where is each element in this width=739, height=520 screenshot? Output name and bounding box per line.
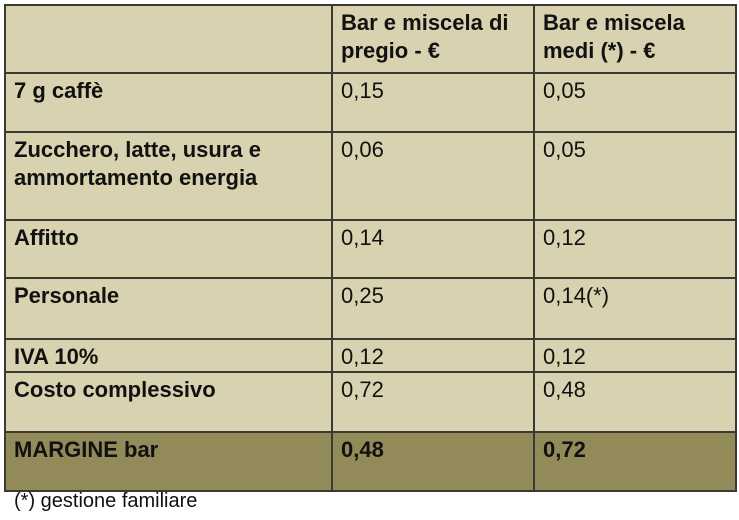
value-cell: 0,48	[533, 371, 737, 433]
header-cell: Bar e miscela di pregio - €	[331, 4, 535, 74]
value-cell: 0,14	[331, 219, 535, 279]
table-row: 7 g caffè 0,15 0,05	[4, 72, 737, 133]
table-row: Costo complessivo 0,72 0,48	[4, 371, 737, 433]
value-cell: 0,05	[533, 131, 737, 221]
header-row: Bar e miscela di pregio - € Bar e miscel…	[4, 4, 737, 74]
value-cell: 0,48	[331, 431, 535, 492]
value-cell: 0,06	[331, 131, 535, 221]
value-cell: 0,12	[533, 219, 737, 279]
value-cell: 0,14(*)	[533, 277, 737, 340]
table-row: Personale 0,25 0,14(*)	[4, 277, 737, 340]
value-cell: 0,72	[331, 371, 535, 433]
table-row: IVA 10% 0,12 0,12	[4, 338, 737, 373]
row-label: IVA 10%	[4, 338, 333, 373]
value-cell: 0,15	[331, 72, 535, 133]
value-cell: 0,72	[533, 431, 737, 492]
header-cell: Bar e miscela medi (*) - €	[533, 4, 737, 74]
row-label: 7 g caffè	[4, 72, 333, 133]
row-label: Personale	[4, 277, 333, 340]
row-label: Zucchero, latte, usura e ammortamento en…	[4, 131, 333, 221]
table-row: Affitto 0,14 0,12	[4, 219, 737, 279]
cost-table: Bar e miscela di pregio - € Bar e miscel…	[4, 4, 737, 492]
row-label: Costo complessivo	[4, 371, 333, 433]
value-cell: 0,12	[533, 338, 737, 373]
value-cell: 0,05	[533, 72, 737, 133]
table-row: MARGINE bar 0,48 0,72	[4, 431, 737, 492]
value-cell: 0,25	[331, 277, 535, 340]
row-label: MARGINE bar	[4, 431, 333, 492]
footnote: (*) gestione familiare	[14, 490, 198, 512]
table-body: Bar e miscela di pregio - € Bar e miscel…	[4, 4, 737, 492]
value-cell: 0,12	[331, 338, 535, 373]
header-cell	[4, 4, 333, 74]
row-label: Affitto	[4, 219, 333, 279]
table-row: Zucchero, latte, usura e ammortamento en…	[4, 131, 737, 221]
